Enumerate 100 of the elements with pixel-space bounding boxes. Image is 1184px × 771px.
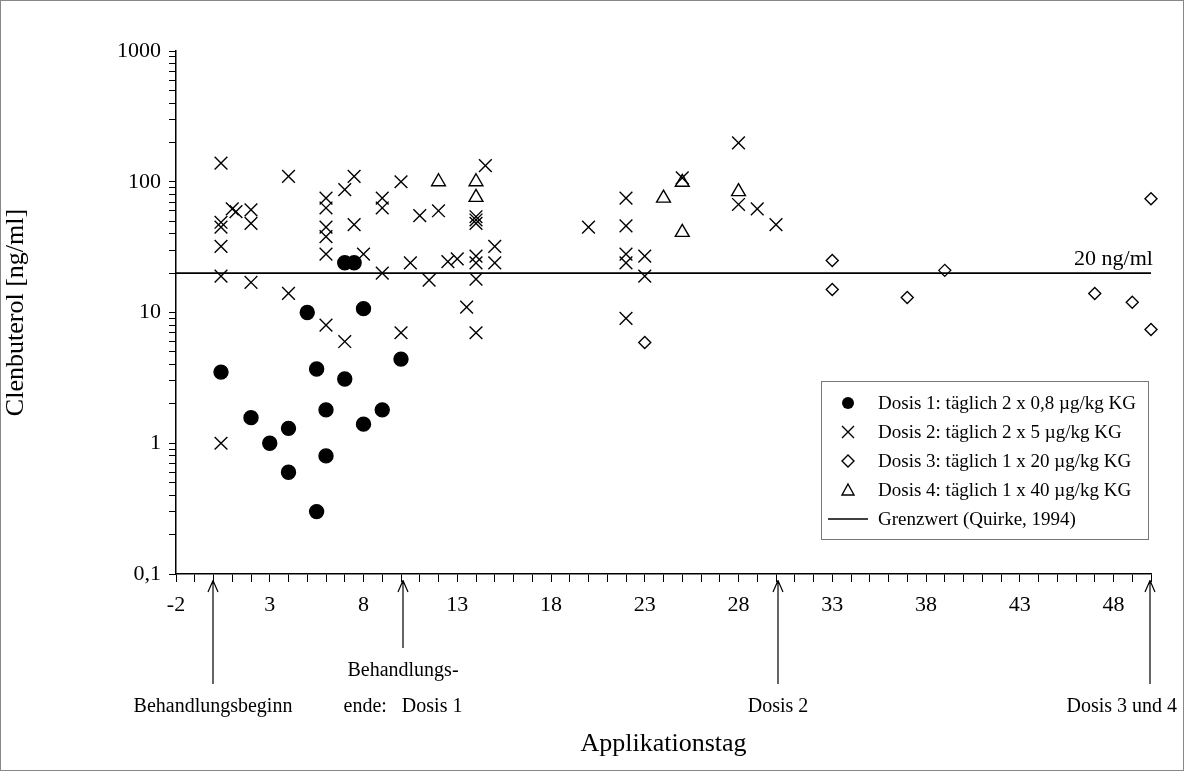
point xyxy=(900,290,914,305)
point xyxy=(355,416,372,432)
point xyxy=(243,409,259,426)
point xyxy=(374,402,390,418)
legend-label: Dosis 4: täglich 1 x 40 µg/kg KG xyxy=(878,478,1132,502)
point xyxy=(308,503,325,520)
point xyxy=(308,361,325,377)
point xyxy=(243,275,259,290)
point xyxy=(280,464,297,480)
point xyxy=(1144,322,1158,337)
point xyxy=(430,173,447,187)
point xyxy=(440,254,455,269)
x-tick-label: 3 xyxy=(264,590,276,616)
y-axis-title: Clenbuterol [ng/ml] xyxy=(0,208,30,417)
point xyxy=(468,325,484,340)
point xyxy=(581,220,596,235)
point xyxy=(213,239,229,254)
legend-label: Grenzwert (Quirke, 1994) xyxy=(878,507,1076,531)
x-tick-label: 33 xyxy=(821,590,844,616)
point xyxy=(422,273,437,288)
x-tick-label: 23 xyxy=(633,590,656,616)
point xyxy=(213,268,229,284)
point xyxy=(318,402,334,418)
point xyxy=(468,188,484,203)
point xyxy=(450,251,465,266)
point xyxy=(618,255,634,270)
annotation: 20 ng/ml xyxy=(1074,244,1153,270)
point xyxy=(299,304,315,321)
point xyxy=(355,300,372,317)
point xyxy=(347,169,362,184)
point xyxy=(618,311,634,326)
point xyxy=(403,255,418,270)
text: Dosis 3 und 4 xyxy=(1066,694,1178,716)
x-tick-label: 43 xyxy=(1008,590,1031,616)
point xyxy=(318,448,334,464)
y-tick-label: 1 xyxy=(150,429,161,455)
point xyxy=(768,217,784,232)
point xyxy=(618,246,634,262)
point xyxy=(213,220,229,235)
x-tick-label: 28 xyxy=(727,590,750,616)
point xyxy=(750,201,765,216)
point xyxy=(280,420,297,437)
point xyxy=(347,217,362,232)
point xyxy=(674,223,690,238)
y-tick-label: 100 xyxy=(128,167,161,193)
point xyxy=(281,169,296,184)
point xyxy=(638,335,652,350)
point xyxy=(393,325,409,340)
point xyxy=(375,266,390,281)
x-tick-label: 48 xyxy=(1102,590,1125,616)
point xyxy=(731,135,746,151)
y-tick-label: 1000 xyxy=(117,36,161,62)
point xyxy=(337,334,352,349)
x-tick-label: 13 xyxy=(446,590,469,616)
point xyxy=(468,249,484,264)
point xyxy=(1088,286,1102,301)
point xyxy=(618,191,634,206)
point xyxy=(1144,192,1158,206)
point xyxy=(618,218,634,233)
legend-label: Dosis 2: täglich 2 x 5 µg/kg KG xyxy=(878,420,1122,444)
y-tick-label: 10 xyxy=(139,298,161,324)
point xyxy=(225,201,240,216)
point xyxy=(468,173,484,187)
point xyxy=(468,255,484,270)
x-axis-title: Applikationstag xyxy=(580,728,747,758)
point xyxy=(1125,295,1139,309)
point xyxy=(825,253,839,268)
point xyxy=(938,263,952,278)
y-tick-label: 0,1 xyxy=(133,559,161,585)
point xyxy=(337,371,353,387)
point xyxy=(825,282,839,297)
text: Behandlungsbeginn xyxy=(133,694,293,717)
point xyxy=(637,249,652,264)
point xyxy=(412,208,427,223)
point xyxy=(487,239,502,254)
point xyxy=(356,246,371,262)
text: Dosis 2 xyxy=(747,694,809,716)
point xyxy=(262,435,278,451)
text: Behandlungs- ende: Dosis 1 xyxy=(343,658,463,716)
point xyxy=(431,203,446,218)
point xyxy=(281,286,296,301)
point xyxy=(468,209,484,224)
point xyxy=(318,318,334,333)
point xyxy=(337,182,352,197)
x-tick-label: -2 xyxy=(166,590,186,616)
point xyxy=(478,158,493,173)
point xyxy=(393,351,409,367)
point xyxy=(730,182,747,197)
point xyxy=(468,216,484,231)
x-tick-label: 18 xyxy=(540,590,562,616)
point xyxy=(655,189,672,203)
point xyxy=(318,246,334,262)
point xyxy=(213,364,229,380)
point xyxy=(731,197,746,212)
x-tick-label: 8 xyxy=(358,590,369,616)
point xyxy=(213,436,229,451)
x-tick-label: 38 xyxy=(915,590,937,616)
point xyxy=(459,300,474,315)
legend-label: Dosis 1: täglich 2 x 0,8 µg/kg KG xyxy=(878,391,1136,415)
point xyxy=(228,204,244,219)
